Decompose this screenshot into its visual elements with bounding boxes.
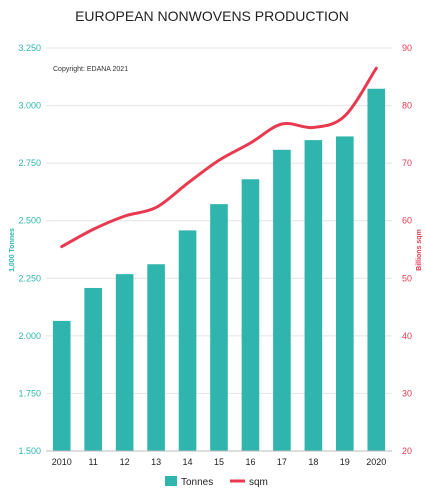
legend-swatch-tonnes <box>165 476 177 486</box>
y-tick-label-left: 2.500 <box>18 216 41 226</box>
y-tick-label-right: 30 <box>402 388 412 398</box>
x-tick-label: 13 <box>151 457 161 467</box>
bar <box>84 287 102 451</box>
y-tick-label-left: 3.250 <box>18 43 41 53</box>
y-tick-label-right: 70 <box>402 158 412 168</box>
y-tick-label-left: 1.750 <box>18 388 41 398</box>
x-tick-label: 2020 <box>366 457 386 467</box>
bar <box>367 88 386 452</box>
chart-title: EUROPEAN NONWOVENS PRODUCTION <box>75 8 349 24</box>
x-tick-label: 17 <box>277 457 287 467</box>
bar-series-tonnes <box>52 88 386 452</box>
line-series-sqm <box>60 66 378 249</box>
y-tick-label-left: 3.000 <box>18 101 41 111</box>
bar <box>241 179 260 451</box>
bar <box>273 149 291 451</box>
legend: Tonnes sqm <box>165 476 268 488</box>
copyright-annotation: Copyright: EDANA 2021 <box>53 66 128 73</box>
bar <box>147 264 165 451</box>
x-tick-label: 11 <box>89 457 98 467</box>
y-tick-label-right: 80 <box>402 101 412 111</box>
bar <box>304 140 323 451</box>
x-tick-label: 19 <box>340 457 350 467</box>
y-tick-label-right: 50 <box>402 273 412 283</box>
legend-label-sqm: sqm <box>249 477 268 488</box>
x-tick-label: 16 <box>245 457 255 467</box>
bar <box>210 204 228 451</box>
y-tick-label-right: 20 <box>402 446 412 456</box>
y-tick-label-right: 40 <box>402 331 412 341</box>
bar <box>52 320 71 451</box>
x-tick-label: 15 <box>214 457 224 467</box>
axes: 1.500 1.750 2.000 2.250 2.500 2.750 3.000 3.250… <box>18 43 412 467</box>
x-tick-label: 12 <box>120 457 130 467</box>
x-tick-label: 2010 <box>52 457 72 467</box>
bar <box>178 230 197 451</box>
y-tick-label-left: 1.500 <box>18 446 41 456</box>
x-tick-label: 14 <box>183 457 193 467</box>
y-tick-label-left: 2.000 <box>18 331 41 341</box>
legend-label-tonnes: Tonnes <box>181 477 213 488</box>
y-tick-label-right: 90 <box>402 43 412 53</box>
y-tick-label-right: 60 <box>402 216 412 226</box>
bar <box>115 274 134 451</box>
y-tick-label-left: 2.750 <box>18 158 41 168</box>
y-axis-left-label: 1,000 Tonnes <box>9 228 16 272</box>
y-tick-label-left: 2.250 <box>18 273 41 283</box>
x-tick-label: 18 <box>308 457 318 467</box>
y-axis-right-label: Billions sqm <box>416 229 423 271</box>
bar <box>336 136 354 451</box>
